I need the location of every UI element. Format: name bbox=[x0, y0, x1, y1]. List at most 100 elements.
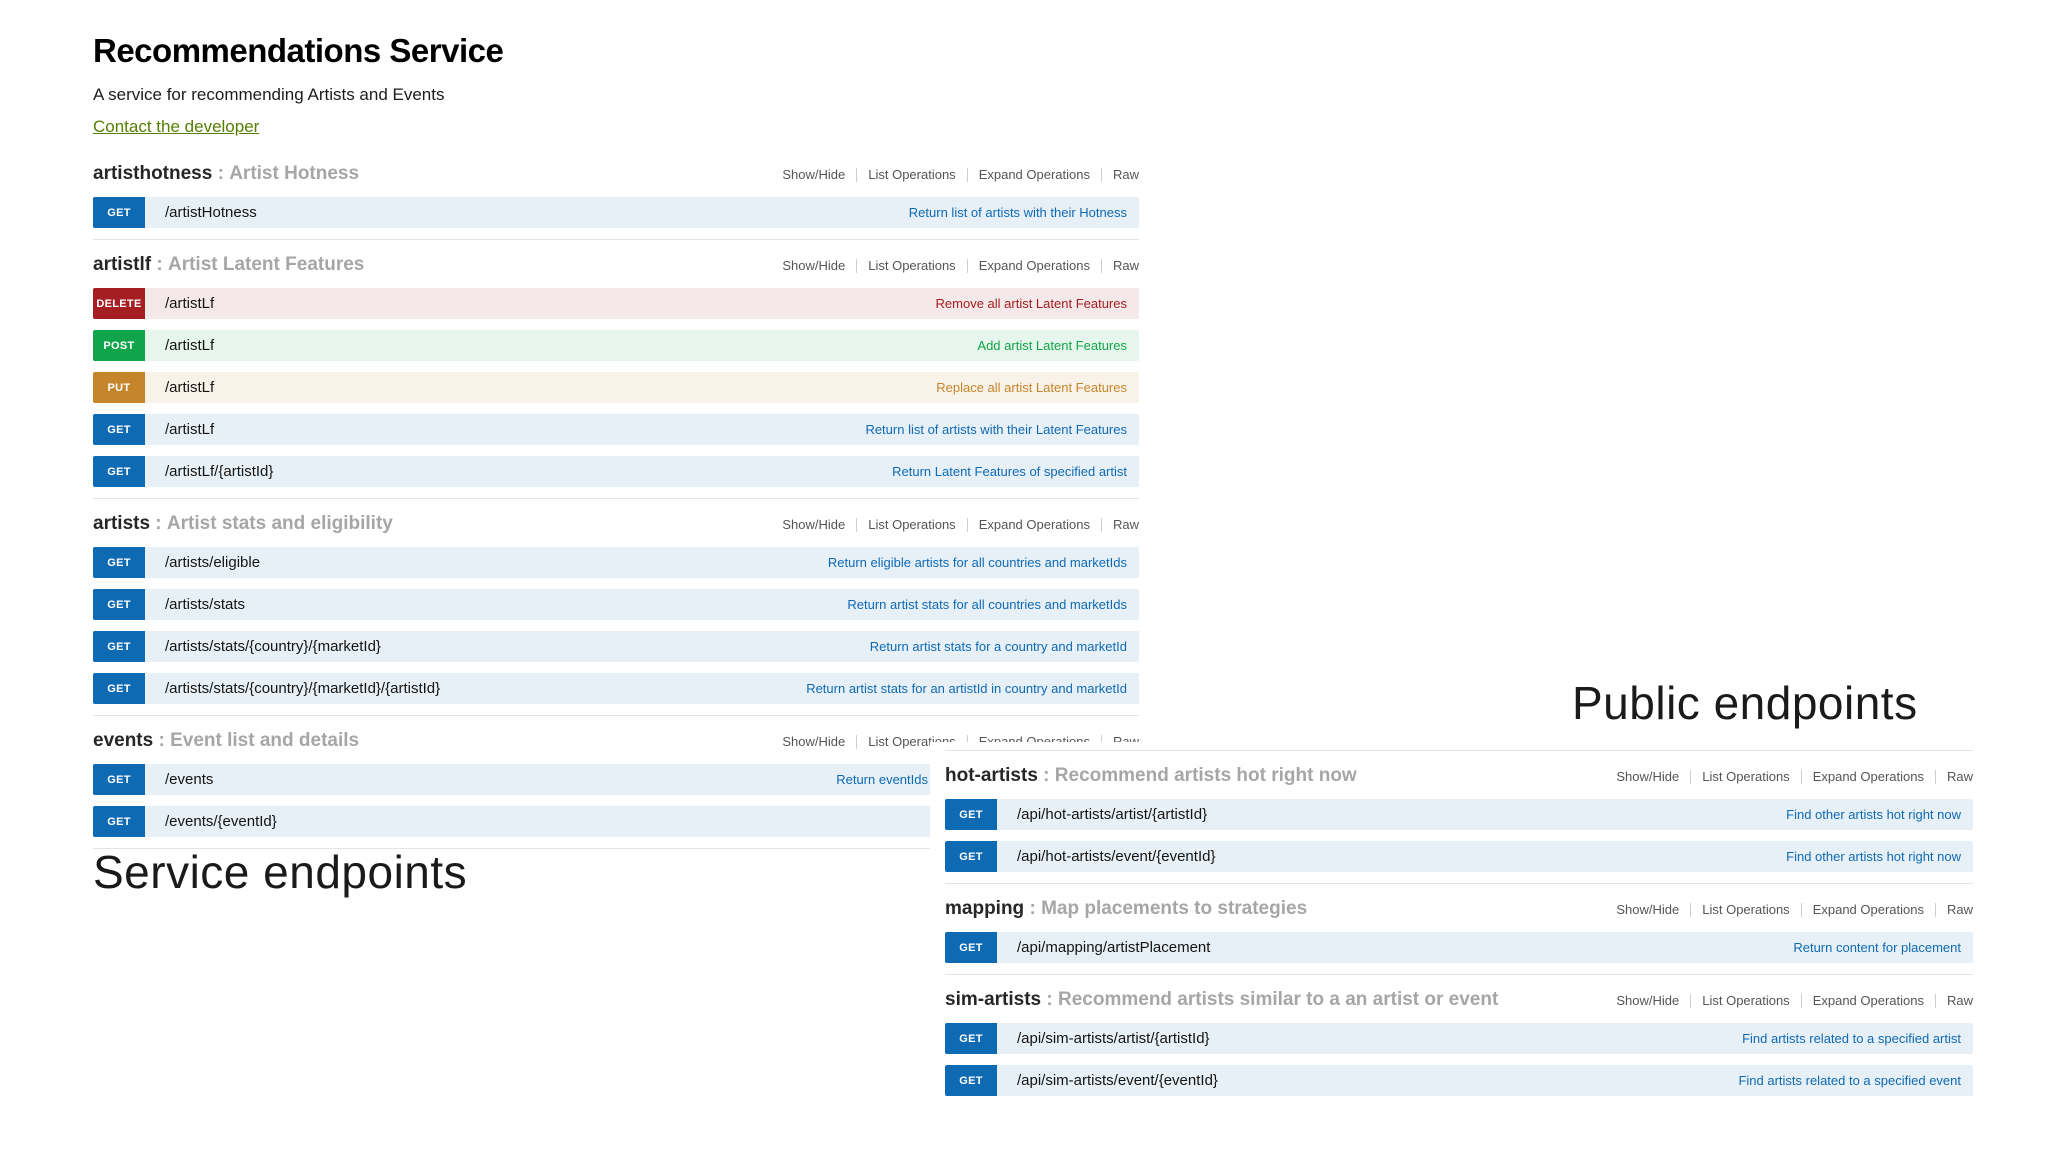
endpoint-path[interactable]: /events bbox=[165, 771, 214, 788]
endpoint-path[interactable]: /artistLf bbox=[165, 379, 215, 396]
page-title: Recommendations Service bbox=[93, 32, 504, 69]
endpoint-row[interactable]: GET /artistLf Return list of artists wit… bbox=[93, 414, 1139, 445]
contact-developer-link[interactable]: Contact the developer bbox=[93, 117, 260, 136]
endpoint-description[interactable]: Return Latent Features of specified arti… bbox=[892, 464, 1127, 479]
http-method-badge: GET bbox=[945, 1023, 997, 1054]
section-summary: Artist Hotness bbox=[229, 163, 360, 184]
public-api-panel: hot-artists : Recommend artists hot righ… bbox=[930, 742, 2048, 1152]
endpoint-path[interactable]: /events/{eventId} bbox=[165, 813, 277, 830]
operation-link-show-hide[interactable]: Show/Hide bbox=[1616, 993, 1680, 1008]
operation-link-raw[interactable]: Raw bbox=[1934, 770, 1973, 784]
endpoint-path[interactable]: /api/hot-artists/event/{eventId} bbox=[1017, 848, 1216, 865]
operation-link-expand-operations[interactable]: Expand Operations bbox=[966, 168, 1101, 182]
endpoint-description[interactable]: Remove all artist Latent Features bbox=[935, 296, 1127, 311]
endpoint-description[interactable]: Return list of artists with their Hotnes… bbox=[908, 205, 1127, 220]
operation-link-list-operations[interactable]: List Operations bbox=[856, 518, 966, 532]
endpoint-description[interactable]: Find artists related to a specified even… bbox=[1738, 1073, 1961, 1088]
endpoint-row[interactable]: POST /artistLf Add artist Latent Feature… bbox=[93, 330, 1139, 361]
operation-link-raw[interactable]: Raw bbox=[1100, 518, 1139, 532]
section-title[interactable]: artists bbox=[93, 513, 151, 534]
operation-link-expand-operations[interactable]: Expand Operations bbox=[966, 259, 1101, 273]
endpoint-row[interactable]: DELETE /artistLf Remove all artist Laten… bbox=[93, 288, 1139, 319]
section-title[interactable]: sim-artists bbox=[945, 989, 1042, 1010]
endpoint-row[interactable]: GET /artists/eligible Return eligible ar… bbox=[93, 547, 1139, 578]
endpoint-description[interactable]: Return content for placement bbox=[1793, 940, 1961, 955]
endpoint-path[interactable]: /artistLf bbox=[165, 421, 215, 438]
operation-link-show-hide[interactable]: Show/Hide bbox=[782, 167, 846, 182]
endpoint-row[interactable]: GET /api/hot-artists/event/{eventId} Fin… bbox=[945, 841, 1973, 872]
section-divider bbox=[93, 848, 1139, 849]
endpoint-description[interactable]: Find artists related to a specified arti… bbox=[1742, 1031, 1961, 1046]
endpoint-description[interactable]: Replace all artist Latent Features bbox=[936, 380, 1127, 395]
operation-link-raw[interactable]: Raw bbox=[1100, 168, 1139, 182]
public-sections: hot-artists : Recommend artists hot righ… bbox=[945, 750, 1973, 1096]
endpoint-row[interactable]: GET /artistHotness Return list of artist… bbox=[93, 197, 1139, 228]
endpoint-row[interactable]: GET /artistLf/{artistId} Return Latent F… bbox=[93, 456, 1139, 487]
endpoint-row[interactable]: GET /artists/stats Return artist stats f… bbox=[93, 589, 1139, 620]
endpoint-row[interactable]: GET /api/mapping/artistPlacement Return … bbox=[945, 932, 1973, 963]
endpoint-list: GET /artistHotness Return list of artist… bbox=[93, 197, 1139, 228]
operation-link-show-hide[interactable]: Show/Hide bbox=[782, 517, 846, 532]
operation-link-raw[interactable]: Raw bbox=[1934, 994, 1973, 1008]
endpoint-path[interactable]: /artistHotness bbox=[165, 204, 257, 221]
page-subtitle: A service for recommending Artists and E… bbox=[93, 85, 445, 104]
section-title[interactable]: artisthotness bbox=[93, 163, 213, 184]
endpoint-path[interactable]: /api/sim-artists/artist/{artistId} bbox=[1017, 1030, 1210, 1047]
endpoint-path[interactable]: /artists/stats/{country}/{marketId} bbox=[165, 638, 381, 655]
operation-link-raw[interactable]: Raw bbox=[1934, 903, 1973, 917]
endpoint-row[interactable]: GET /artists/stats/{country}/{marketId} … bbox=[93, 631, 1139, 662]
section-title[interactable]: hot-artists bbox=[945, 765, 1038, 786]
api-section-artists: artists : Artist stats and eligibility S… bbox=[93, 498, 1139, 704]
endpoint-description[interactable]: Add artist Latent Features bbox=[977, 338, 1127, 353]
operation-link-show-hide[interactable]: Show/Hide bbox=[1616, 769, 1680, 784]
endpoint-path[interactable]: /artistLf bbox=[165, 295, 215, 312]
endpoint-description[interactable]: Return artist stats for a country and ma… bbox=[869, 639, 1127, 654]
operation-link-list-operations[interactable]: List Operations bbox=[1690, 994, 1800, 1008]
endpoint-row[interactable]: GET /api/hot-artists/artist/{artistId} F… bbox=[945, 799, 1973, 830]
operation-link-list-operations[interactable]: List Operations bbox=[1690, 903, 1800, 917]
endpoint-description[interactable]: Return artist stats for an artistId in c… bbox=[806, 681, 1127, 696]
section-title[interactable]: mapping bbox=[945, 898, 1025, 919]
http-method-badge: PUT bbox=[93, 372, 145, 403]
section-header: mapping : Map placements to strategies S… bbox=[945, 898, 1973, 921]
endpoint-path[interactable]: /artists/eligible bbox=[165, 554, 261, 571]
operation-link-show-hide[interactable]: Show/Hide bbox=[782, 734, 846, 749]
endpoint-row[interactable]: PUT /artistLf Replace all artist Latent … bbox=[93, 372, 1139, 403]
operation-link-expand-operations[interactable]: Expand Operations bbox=[1800, 903, 1935, 917]
endpoint-path[interactable]: /api/sim-artists/event/{eventId} bbox=[1017, 1072, 1218, 1089]
operation-link-show-hide[interactable]: Show/Hide bbox=[1616, 902, 1680, 917]
endpoint-description[interactable]: Find other artists hot right now bbox=[1786, 849, 1961, 864]
endpoint-description[interactable]: Find other artists hot right now bbox=[1786, 807, 1961, 822]
section-title[interactable]: events bbox=[93, 730, 154, 751]
api-section-artisthotness: artisthotness : Artist Hotness Show/Hide… bbox=[93, 163, 1139, 228]
operation-link-list-operations[interactable]: List Operations bbox=[856, 168, 966, 182]
endpoint-row[interactable]: GET /artists/stats/{country}/{marketId}/… bbox=[93, 673, 1139, 704]
operation-link-expand-operations[interactable]: Expand Operations bbox=[966, 518, 1101, 532]
endpoint-path[interactable]: /artistLf/{artistId} bbox=[165, 463, 274, 480]
operation-link-list-operations[interactable]: List Operations bbox=[856, 259, 966, 273]
endpoint-description[interactable]: Return eventIds bbox=[836, 772, 928, 787]
endpoint-description[interactable]: Return eligible artists for all countrie… bbox=[827, 555, 1127, 570]
endpoint-path[interactable]: /api/mapping/artistPlacement bbox=[1017, 939, 1211, 956]
endpoint-description[interactable]: Return list of artists with their Latent… bbox=[865, 422, 1127, 437]
endpoint-path[interactable]: /artists/stats/{country}/{marketId}/{art… bbox=[165, 680, 441, 697]
operation-link-raw[interactable]: Raw bbox=[1100, 259, 1139, 273]
http-method-badge: GET bbox=[945, 1065, 997, 1096]
public-endpoints-caption: Public endpoints bbox=[1572, 677, 1918, 729]
operation-link-expand-operations[interactable]: Expand Operations bbox=[1800, 994, 1935, 1008]
endpoint-row[interactable]: GET /api/sim-artists/artist/{artistId} F… bbox=[945, 1023, 1973, 1054]
endpoint-row[interactable]: GET /api/sim-artists/event/{eventId} Fin… bbox=[945, 1065, 1973, 1096]
api-section-mapping: mapping : Map placements to strategies S… bbox=[945, 883, 1973, 963]
http-method-badge: GET bbox=[93, 764, 145, 795]
endpoint-description[interactable]: Return artist stats for all countries an… bbox=[847, 597, 1127, 612]
endpoint-path[interactable]: /artistLf bbox=[165, 337, 215, 354]
endpoint-path[interactable]: /artists/stats bbox=[165, 596, 246, 613]
operation-link-list-operations[interactable]: List Operations bbox=[1690, 770, 1800, 784]
operation-link-show-hide[interactable]: Show/Hide bbox=[782, 258, 846, 273]
section-title[interactable]: artistlf bbox=[93, 254, 152, 275]
endpoint-path[interactable]: /api/hot-artists/artist/{artistId} bbox=[1017, 806, 1208, 823]
operation-link-expand-operations[interactable]: Expand Operations bbox=[1800, 770, 1935, 784]
